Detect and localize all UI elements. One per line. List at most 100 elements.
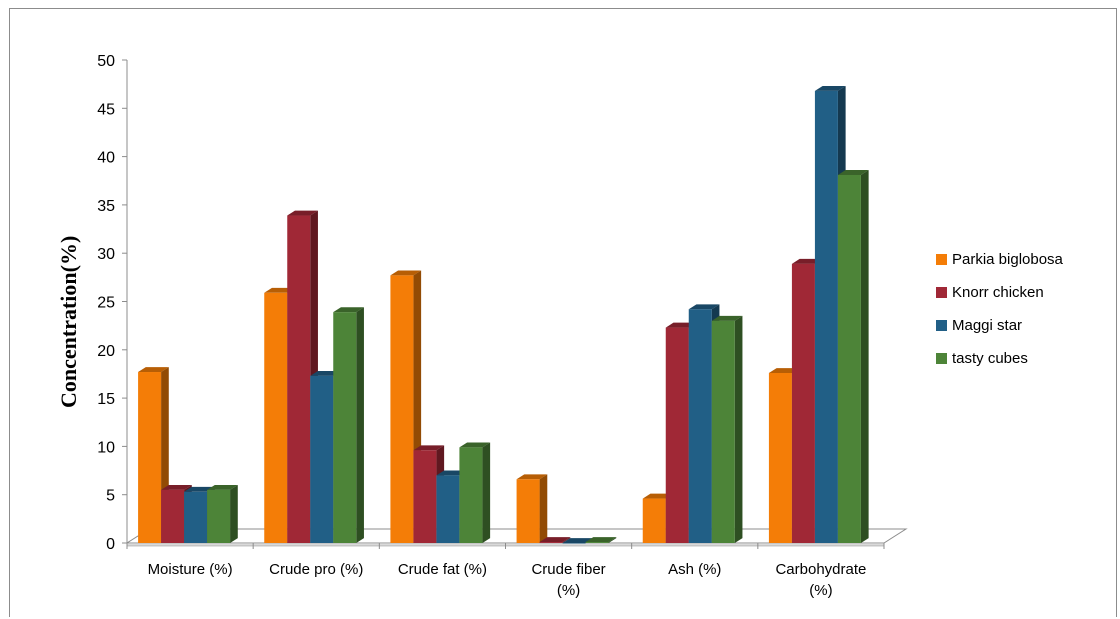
y-tick-label: 45 — [97, 101, 115, 118]
legend-item: Maggi star — [936, 317, 1022, 334]
x-category-line: Ash (%) — [668, 561, 721, 578]
bar-side — [539, 474, 548, 543]
bar — [516, 474, 548, 543]
y-tick-label: 25 — [97, 295, 115, 312]
x-category-line: Moisture (%) — [148, 561, 233, 578]
chart-legend: Parkia biglobosa Knorr chicken Maggi star t… — [936, 251, 1064, 367]
bar-top — [539, 537, 571, 543]
x-category-labels: Moisture (%) Crude pro (%) Crude fat (%) Cr… — [148, 561, 867, 599]
bar-top — [585, 537, 617, 543]
bar-front — [333, 312, 357, 543]
bar-front — [688, 309, 712, 543]
bar-top — [390, 270, 422, 276]
y-tick-labels: 0 5 10 15 20 25 30 35 40 45 50 — [97, 53, 115, 553]
x-category-label: Moisture (%) — [148, 561, 233, 578]
bar-top — [562, 538, 594, 543]
bar-front — [585, 542, 609, 543]
bar-side — [734, 315, 743, 543]
bar-top — [837, 170, 869, 175]
legend-label: Parkia biglobosa — [952, 251, 1064, 268]
bar — [562, 538, 594, 544]
legend-swatch — [936, 353, 947, 364]
y-tick-label: 10 — [97, 439, 115, 456]
chart-frame — [9, 8, 1117, 617]
bar-front — [837, 174, 861, 544]
y-axis-label: Concentration(%) — [56, 236, 81, 408]
bar-front — [539, 542, 563, 543]
x-category-label: Crude pro (%) — [269, 561, 363, 578]
y-tick-label: 15 — [97, 391, 115, 408]
bar-front — [436, 475, 460, 543]
bar-front — [264, 292, 288, 543]
legend-item: tasty cubes — [936, 350, 1028, 367]
bar-front — [562, 543, 586, 544]
y-tick-label: 0 — [106, 536, 115, 553]
bar — [333, 307, 364, 543]
bar-side — [356, 307, 364, 543]
y-tick-label: 30 — [97, 246, 115, 263]
bar-top — [688, 304, 720, 310]
bar-side — [230, 484, 238, 543]
bar-front — [665, 327, 689, 543]
x-category-line: Crude fiber — [531, 561, 605, 578]
x-category-line: Carbohydrate — [775, 561, 866, 578]
bar-top — [333, 307, 364, 313]
bar-top — [516, 474, 548, 480]
legend-label: Knorr chicken — [952, 284, 1044, 301]
bar-front — [814, 90, 838, 544]
y-tick-label: 20 — [97, 343, 115, 360]
chart-bars — [138, 86, 869, 544]
legend-swatch — [936, 254, 947, 265]
bar-front — [642, 498, 666, 543]
bar — [207, 484, 238, 543]
legend-item: Knorr chicken — [936, 284, 1044, 301]
y-tick-label: 35 — [97, 198, 115, 215]
bar-side — [482, 442, 491, 543]
legend-swatch — [936, 320, 947, 331]
bar-front — [768, 372, 792, 543]
bar-front — [711, 320, 735, 543]
legend-swatch — [936, 287, 947, 298]
bar-top — [814, 86, 846, 91]
bar-front — [161, 489, 185, 543]
legend-label: tasty cubes — [952, 350, 1028, 367]
bar-top — [207, 484, 238, 490]
bar-front — [310, 375, 334, 543]
x-category-line: Crude fat (%) — [398, 561, 487, 578]
x-category-line: Crude pro (%) — [269, 561, 363, 578]
bar-front — [287, 215, 311, 543]
bar-front — [516, 479, 540, 543]
bar-front — [207, 489, 231, 543]
bar — [585, 537, 617, 543]
bar-top — [413, 445, 445, 451]
bar-side — [608, 537, 617, 543]
bar-top — [138, 367, 169, 373]
bar-front — [138, 372, 162, 543]
x-category-label: Carbohydrate (%) — [775, 561, 866, 599]
bar — [459, 442, 491, 543]
bar-front — [184, 491, 208, 543]
x-category-line: (%) — [557, 582, 580, 599]
bar-side — [860, 170, 869, 543]
x-category-line: (%) — [809, 582, 832, 599]
x-category-label: Crude fiber (%) — [531, 561, 605, 599]
bar-top — [459, 442, 491, 448]
y-tick-label: 50 — [97, 53, 115, 70]
legend-item: Parkia biglobosa — [936, 251, 1064, 268]
y-tick-label: 40 — [97, 150, 115, 167]
x-category-label: Ash (%) — [668, 561, 721, 578]
bar — [837, 170, 869, 544]
legend-label: Maggi star — [952, 317, 1022, 334]
bar-front — [413, 450, 437, 543]
bar-front — [791, 263, 815, 543]
bar-side — [562, 537, 571, 543]
y-tick-label: 5 — [106, 488, 115, 505]
bar-front — [390, 275, 414, 543]
bar-front — [459, 447, 483, 543]
x-category-label: Crude fat (%) — [398, 561, 487, 578]
chart-axes — [122, 59, 885, 549]
bar — [711, 315, 743, 543]
bar — [539, 537, 571, 543]
bar-top — [287, 210, 318, 216]
